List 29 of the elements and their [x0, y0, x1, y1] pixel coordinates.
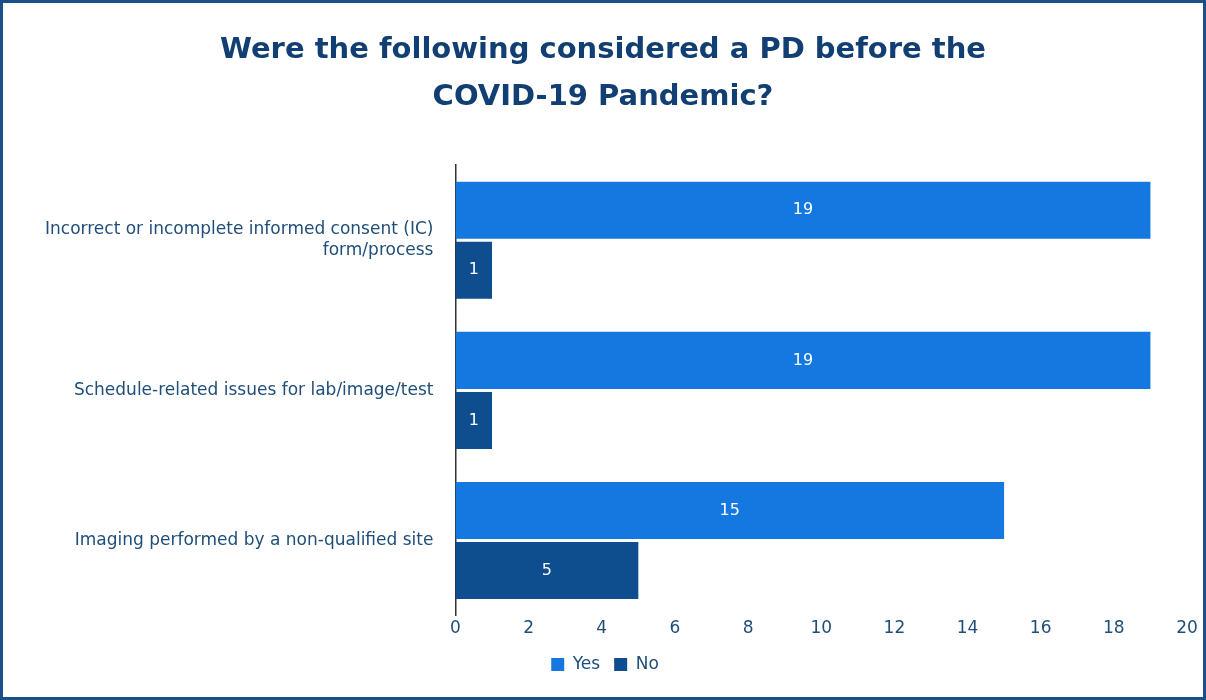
x-tick-label: 18 [1103, 617, 1125, 638]
bar [455, 331, 1151, 389]
x-tick-label: 12 [883, 617, 906, 638]
x-tick-label: 20 [1176, 617, 1198, 638]
y-tick-label: Imaging performed by a non-qualified site [74, 528, 434, 549]
bar [455, 241, 493, 299]
x-tick-label: 6 [669, 617, 681, 638]
bar [455, 481, 1005, 540]
data-label: 1 [468, 409, 479, 429]
x-tick-label: 10 [810, 617, 833, 638]
chart-title: Were the following considered a PD before the COVID-19 Pandemic? [218, 30, 988, 114]
data-label: 19 [792, 349, 814, 369]
data-label: 15 [719, 499, 740, 519]
x-tick-label: 0 [450, 617, 461, 638]
x-tick-label: 2 [523, 617, 535, 638]
data-label: 5 [541, 559, 552, 579]
y-tick-label: Incorrect or incomplete informed consent (IC) form/process [45, 218, 434, 259]
bar [455, 542, 639, 600]
data-label: 19 [792, 199, 814, 219]
x-tick-label: 4 [596, 617, 608, 638]
y-tick-label: Schedule-related issues for lab/image/test [73, 378, 434, 399]
x-tick-label: 14 [956, 617, 979, 638]
bar [455, 181, 1151, 239]
x-tick-label: 16 [1029, 617, 1052, 638]
bar [455, 391, 493, 449]
legend-label: No [635, 652, 659, 673]
x-tick-label: 8 [742, 617, 754, 638]
legend-label: Yes [571, 652, 601, 673]
data-label: 1 [468, 259, 479, 279]
